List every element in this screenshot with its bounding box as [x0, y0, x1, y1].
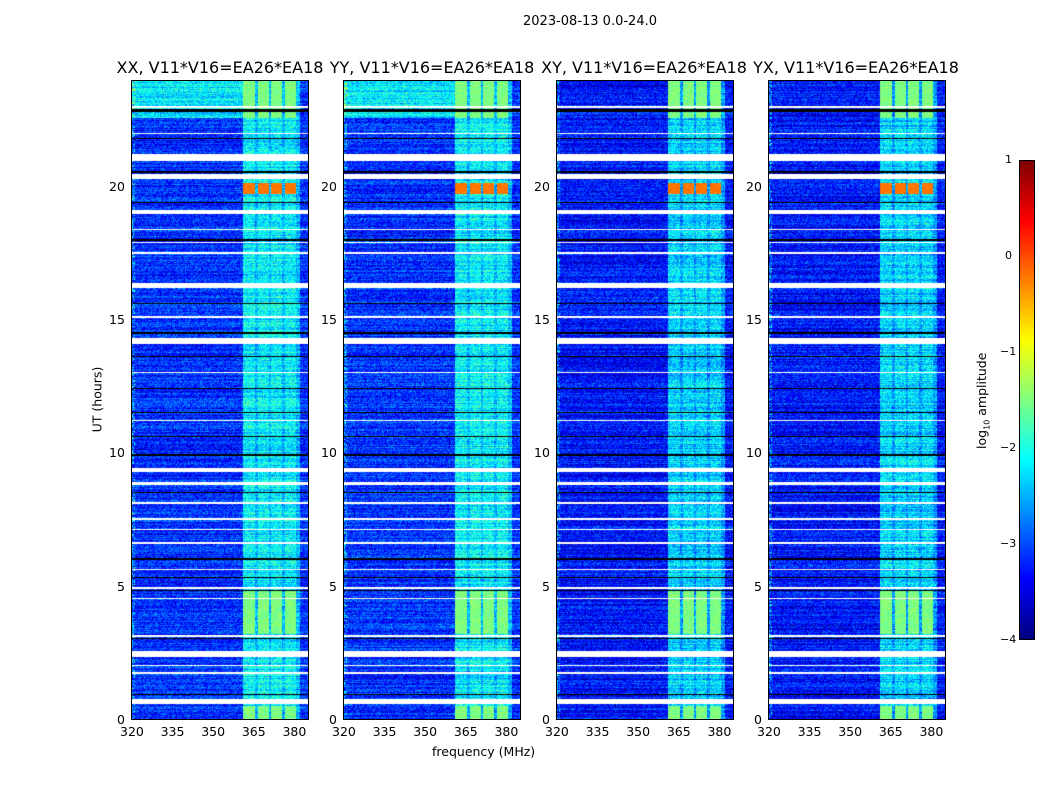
y-tick-yx-5: 5 [754, 578, 762, 594]
x-tick-xy-350: 350 [626, 724, 651, 739]
heatmap-yx [769, 81, 945, 719]
y-tick-yx-20: 20 [746, 178, 762, 194]
x-tick-yx-350: 350 [838, 724, 863, 739]
panel-title-yx: YX, V11*V16=EA26*EA18 [753, 58, 959, 77]
colorbar-tick-0: 0 [1005, 249, 1012, 262]
y-tick-xy-10: 10 [534, 445, 550, 461]
colorbar-tick-1: 1 [1005, 153, 1012, 166]
panel-title-xy: XY, V11*V16=EA26*EA18 [541, 58, 747, 77]
panel-yy [343, 80, 521, 720]
y-tick-yy-0: 0 [329, 712, 337, 727]
panel-xx [131, 80, 309, 720]
heatmap-yy [344, 81, 520, 719]
panel-title-yy: YY, V11*V16=EA26*EA18 [329, 58, 535, 77]
y-tick-yy-15: 15 [321, 312, 337, 327]
panel-xy [556, 80, 734, 720]
y-tick-yy-20: 20 [321, 178, 337, 194]
y-tick-xy-0: 0 [542, 712, 550, 727]
y-tick-yy-5: 5 [329, 578, 337, 594]
colorbar-gradient [1020, 161, 1034, 639]
y-tick-yx-15: 15 [746, 312, 762, 327]
y-tick-xy-20: 20 [534, 178, 550, 194]
colorbar-tick--1: −1 [1000, 345, 1017, 358]
x-tick-yy-350: 350 [413, 724, 438, 739]
x-tick-xx-320: 320 [120, 724, 144, 739]
x-tick-yy-335: 335 [372, 724, 397, 739]
colorbar-tick--2: −2 [1000, 441, 1017, 454]
x-axis-label: frequency (MHz) [432, 744, 536, 759]
x-tick-xy-365: 365 [666, 724, 691, 739]
y-tick-yy-10: 10 [321, 445, 337, 461]
x-tick-xx-380: 380 [282, 724, 307, 739]
x-tick-yx-380: 380 [919, 724, 944, 739]
x-tick-xy-320: 320 [545, 724, 569, 739]
y-tick-yx-0: 0 [754, 712, 762, 727]
x-tick-xx-350: 350 [201, 724, 226, 739]
colorbar-tick--4: −4 [1000, 633, 1017, 646]
colorbar [1019, 160, 1035, 640]
x-tick-xy-380: 380 [707, 724, 732, 739]
x-tick-xx-365: 365 [241, 724, 266, 739]
x-tick-xx-335: 335 [160, 724, 185, 739]
panel-yx [768, 80, 946, 720]
x-tick-yy-365: 365 [453, 724, 478, 739]
y-tick-xy-5: 5 [542, 578, 550, 594]
y-tick-xx-5: 5 [117, 578, 125, 594]
y-tick-xx-20: 20 [109, 178, 125, 194]
y-tick-xx-15: 15 [109, 312, 125, 327]
y-axis-label: UT (hours) [89, 366, 105, 433]
x-tick-yy-320: 320 [332, 724, 356, 739]
x-tick-yx-320: 320 [757, 724, 781, 739]
y-tick-xy-15: 15 [534, 312, 550, 327]
heatmap-xx [132, 81, 308, 719]
x-tick-yy-380: 380 [494, 724, 519, 739]
x-tick-xy-335: 335 [585, 724, 610, 739]
colorbar-tick--3: −3 [1000, 537, 1017, 550]
x-tick-yx-335: 335 [797, 724, 822, 739]
y-tick-xx-10: 10 [109, 445, 125, 461]
colorbar-label: log10 amplitude [973, 352, 992, 449]
x-tick-yx-365: 365 [878, 724, 903, 739]
panel-title-xx: XX, V11*V16=EA26*EA18 [116, 58, 324, 77]
heatmap-xy [557, 81, 733, 719]
y-tick-yx-10: 10 [746, 445, 762, 461]
figure-title: 2023-08-13 0.0-24.0 [523, 14, 657, 29]
y-tick-xx-0: 0 [117, 712, 125, 727]
